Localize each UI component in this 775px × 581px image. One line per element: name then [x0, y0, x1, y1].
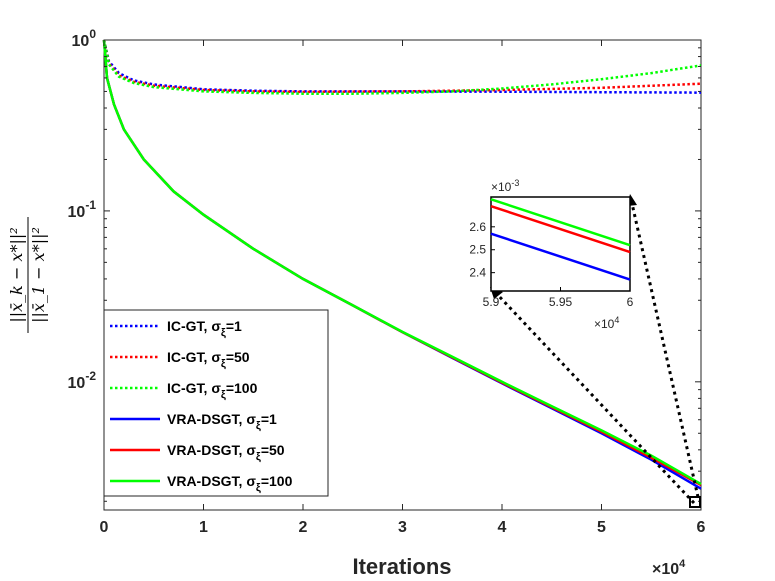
y-tick-label: 10-2	[68, 369, 97, 392]
legend-label-suffix: =50	[226, 349, 250, 365]
zoom-connector-left	[494, 291, 696, 505]
legend-label-text: IC-GT, σ	[167, 380, 221, 396]
series-line-3	[102, 39, 702, 95]
y-axis-label: ||x̄_k − x*||² ||x̄_1 − x*||²	[7, 217, 48, 333]
inset-line-1	[490, 232, 631, 281]
x-exponent-power: 4	[679, 558, 686, 570]
legend-label-subscript: ξ	[256, 420, 261, 432]
x-tick-label: 3	[398, 519, 407, 536]
inset-x-exponent: ×104	[594, 315, 619, 331]
legend-label-subscript: ξ	[256, 482, 261, 494]
legend-label-subscript: ξ	[221, 327, 226, 339]
inset-axes: 2.4 2.5 2.6 5.9 5.95 6	[469, 220, 633, 309]
y-label-denominator: ||x̄_1 − x*||²	[29, 227, 48, 323]
legend-label-suffix: =50	[261, 442, 285, 458]
legend-label-1: IC-GT, σξ=1	[167, 318, 242, 339]
series-line-6	[102, 39, 702, 486]
legend-label-6: VRA-DSGT, σξ=100	[167, 473, 293, 494]
legend-label-suffix: =1	[261, 411, 277, 427]
inset-y-tick-label: 2.4	[469, 266, 486, 280]
legend-label-text: IC-GT, σ	[167, 349, 221, 365]
inset-series-group	[490, 198, 631, 281]
legend-box	[103, 309, 329, 497]
zoom-connector-right	[629, 198, 700, 498]
inset-x-exponent-power: 4	[614, 315, 619, 325]
inset-line-3	[490, 198, 631, 247]
x-tick-label: 0	[100, 519, 109, 536]
y-tick-label: 10-1	[68, 198, 97, 221]
legend-label-4: VRA-DSGT, σξ=1	[167, 411, 277, 432]
legend-label-3: IC-GT, σξ=100	[167, 380, 258, 401]
legend-label-suffix: =100	[226, 380, 258, 396]
legend-label-subscript: ξ	[256, 451, 261, 463]
inset-y-tick-label: 2.6	[469, 220, 486, 234]
legend-label-suffix: =100	[261, 473, 293, 489]
y-tick-base: 10	[68, 204, 86, 221]
legend-label-2: IC-GT, σξ=50	[167, 349, 250, 370]
series-group	[102, 39, 702, 490]
legend-label-subscript: ξ	[221, 358, 226, 370]
y-tick-exponent: 0	[89, 27, 96, 41]
inset-x-tick-label: 5.95	[549, 295, 573, 309]
x-axis-label: Iterations	[352, 554, 451, 579]
x-tick-label: 5	[597, 519, 606, 536]
x-tick-label: 2	[299, 519, 308, 536]
legend-label-subscript: ξ	[221, 389, 226, 401]
y-tick-base: 10	[72, 33, 90, 50]
x-exponent: ×104	[652, 558, 686, 578]
legend-label-text: VRA-DSGT, σ	[167, 473, 256, 489]
legend-label-5: VRA-DSGT, σξ=50	[167, 442, 285, 463]
inset-y-tick-label: 2.5	[469, 243, 486, 257]
inset-line-2	[490, 204, 631, 254]
legend-label-text: IC-GT, σ	[167, 318, 221, 334]
x-axis: 0 1 2 3 4 5 6	[100, 40, 706, 536]
inset-x-tick-label: 6	[627, 295, 634, 309]
legend-label-suffix: =1	[226, 318, 242, 334]
y-tick-exponent: -2	[85, 369, 96, 383]
legend-label-text: VRA-DSGT, σ	[167, 411, 256, 427]
zoom-region-marker	[689, 496, 701, 508]
x-tick-label: 6	[697, 519, 706, 536]
legend-label-text: VRA-DSGT, σ	[167, 442, 256, 458]
y-tick-exponent: -1	[85, 198, 96, 212]
y-tick-base: 10	[68, 375, 86, 392]
inset-y-exponent-power: -3	[511, 178, 519, 188]
y-label-numerator: ||x̄_k − x*||²	[7, 227, 26, 322]
x-tick-label: 4	[498, 519, 507, 536]
inset-x-tick-label: 5.9	[483, 295, 500, 309]
y-tick-label: 100	[72, 27, 97, 50]
x-tick-label: 1	[199, 519, 208, 536]
